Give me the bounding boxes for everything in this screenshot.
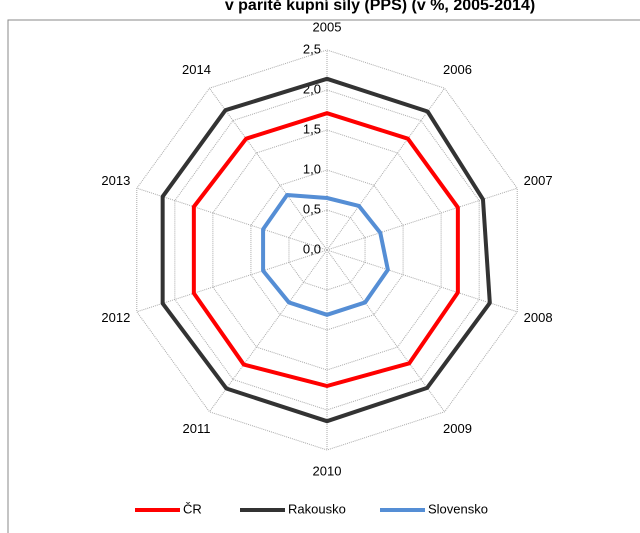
spoke [209,249,328,413]
legend-label: ČR [183,501,202,516]
y-tick-label: 1,0 [303,161,321,176]
spoke [209,87,328,251]
grid-ring [288,209,366,291]
y-tick-label: 2,5 [303,41,321,56]
spoke [326,87,445,251]
series-line [160,76,492,424]
category-label: 2012 [101,310,130,325]
chart-title: v paritě kupní síly (PPS) (v %, 2005-201… [225,0,535,14]
spoke [136,249,328,313]
spoke [326,249,518,313]
category-label: 2008 [524,310,553,325]
legend-label: Rakousko [288,501,346,516]
spoke [326,249,445,413]
legend-label: Slovensko [428,501,488,516]
category-label: 2011 [183,421,211,436]
spoke [136,187,328,251]
y-tick-label: 1,5 [303,121,321,136]
y-tick-label: 0,5 [303,201,321,216]
grid-ring [136,49,518,451]
category-label: 2009 [443,421,472,436]
y-tick-label: 0,0 [303,241,321,256]
spoke [326,187,518,251]
series-line [191,111,460,388]
category-label: 2006 [443,62,472,77]
category-label: 2007 [524,173,553,188]
series-line [261,192,390,317]
frame [7,19,640,533]
category-label: 2010 [313,463,342,478]
category-label: 2013 [101,173,130,188]
category-label: 2005 [313,19,342,34]
category-label: 2014 [182,62,211,77]
grid-ring [250,169,404,331]
